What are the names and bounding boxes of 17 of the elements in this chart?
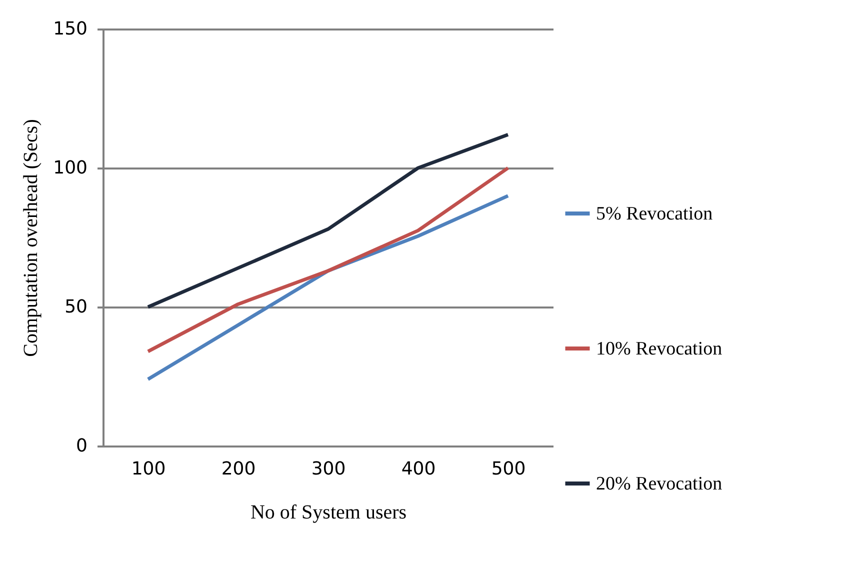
y-tick-label: 50: [64, 296, 88, 318]
y-axis-title: Computation overhead (Secs): [20, 119, 42, 357]
line-series: [146, 132, 510, 309]
x-axis-title: No of System users: [250, 502, 407, 524]
y-tick-label: 150: [53, 18, 88, 40]
y-tick-label: 100: [53, 158, 88, 178]
x-tick-label: 300: [311, 458, 346, 480]
x-tick-label: 200: [221, 458, 256, 480]
legend-label: 20% Revocation: [596, 474, 723, 494]
x-tick-label: 100: [131, 458, 166, 480]
line-series: [146, 166, 510, 354]
x-tick-label: 400: [401, 458, 436, 480]
legend-label: 10% Revocation: [596, 338, 723, 360]
legend-label: 5% Revocation: [596, 204, 714, 224]
y-tick-label: 0: [76, 436, 88, 456]
line-series: [146, 194, 510, 382]
x-tick-label: 500: [491, 458, 526, 480]
